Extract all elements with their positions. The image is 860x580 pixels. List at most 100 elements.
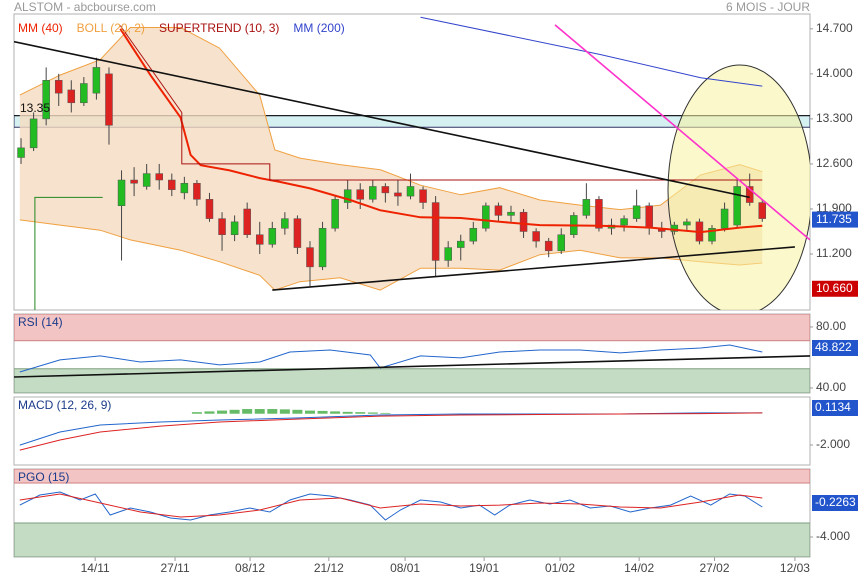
panel-plot: [14, 469, 810, 557]
y-tick-label: 11.200: [816, 246, 852, 260]
candle-body: [544, 240, 553, 252]
candle-body: [582, 199, 591, 216]
candle-body: [381, 186, 390, 194]
candle-body: [67, 89, 76, 104]
indicator-line: [19, 412, 763, 451]
candle-body: [494, 205, 503, 216]
candle-body: [406, 186, 415, 197]
candle-body: [519, 211, 528, 232]
series-line: [420, 16, 763, 87]
candle-body: [745, 186, 754, 203]
value-badge-label: 0.1134: [815, 400, 851, 414]
candle-body: [632, 205, 641, 219]
candle-body: [92, 67, 101, 94]
panel-plot: [19, 409, 763, 451]
overbought-zone: [14, 469, 810, 484]
histogram-bar: [279, 409, 290, 414]
candle-body: [469, 228, 478, 242]
y-tick-label: 13.300: [816, 111, 853, 125]
oversold-zone: [14, 522, 810, 557]
histogram-bar: [242, 409, 253, 414]
y-tick-label: 14.000: [816, 66, 853, 80]
x-tick-label: 08/01: [390, 561, 420, 575]
candle-body: [281, 218, 289, 229]
trendline: [14, 355, 810, 378]
price-badge-label: 11.735: [816, 212, 852, 226]
value-badge: [812, 495, 858, 511]
overbought-zone: [14, 314, 810, 342]
histogram-bar: [317, 410, 328, 414]
candle-body: [54, 80, 63, 94]
candle-body: [80, 83, 88, 104]
candle-body: [117, 179, 126, 207]
panel-title: RSI (14): [18, 315, 63, 329]
oversold-zone: [14, 368, 810, 393]
candle-body: [683, 221, 691, 226]
indicator-line: [19, 493, 763, 518]
candle-body: [557, 234, 565, 252]
indicator-line: [19, 491, 763, 521]
histogram-bar: [204, 411, 215, 414]
legend-entry: MM (200): [293, 21, 344, 35]
y-tick-label: 14.700: [816, 21, 853, 35]
candle-body: [595, 199, 603, 229]
value-badge: [812, 340, 858, 356]
histogram-bar: [304, 410, 315, 414]
candle-body: [708, 228, 716, 242]
candle-body: [243, 208, 251, 235]
candle-body: [130, 179, 138, 184]
histogram-bar: [229, 409, 240, 414]
x-tick-label: 12/03: [780, 561, 810, 575]
trendline: [14, 40, 750, 199]
candle-body: [720, 208, 729, 229]
value-badge-label: -0.2263: [815, 495, 856, 509]
candle-body: [532, 231, 540, 242]
candle-body: [306, 247, 314, 268]
candle-body: [230, 221, 239, 235]
boll-lower: [19, 219, 763, 291]
histogram-bar: [367, 412, 378, 414]
y-tick-label: 40.00: [816, 380, 846, 394]
candle-body: [180, 182, 189, 194]
histogram-bar: [191, 412, 202, 414]
series-line: [119, 25, 763, 181]
candle-body: [369, 186, 377, 200]
header-period: 6 MOIS - JOUR: [726, 0, 810, 14]
legend-entry: SUPERTREND (10, 3): [159, 21, 279, 35]
candle-body: [318, 228, 327, 268]
candle-body: [507, 211, 515, 216]
candle-body: [733, 186, 741, 226]
candle-body: [17, 147, 25, 158]
x-tick-label: 27/11: [160, 561, 189, 575]
candle-body: [670, 224, 679, 232]
legend-entry: BOLL (20, 2): [77, 21, 145, 35]
x-tick-label: 14/11: [81, 561, 110, 575]
candle-body: [193, 182, 201, 200]
histogram-bar: [254, 409, 265, 414]
y-tick-label: -4.000: [816, 529, 850, 543]
histogram-bar: [292, 409, 303, 414]
candle-body: [293, 218, 302, 248]
level-label: 13.35: [20, 101, 50, 115]
x-tick-label: 14/02: [624, 561, 654, 575]
price-badge: [812, 211, 858, 228]
candle-body: [29, 118, 38, 149]
x-tick-label: 19/01: [469, 561, 499, 575]
candle-body: [394, 192, 402, 197]
candle-body: [456, 240, 465, 248]
histogram-bar: [217, 410, 228, 414]
supertrend-up: [34, 196, 103, 310]
x-tick-label: 01/02: [545, 561, 575, 575]
x-tick-label: 08/12: [235, 561, 265, 575]
histogram-bar: [380, 412, 391, 414]
y-tick-label: 12.600: [816, 156, 853, 170]
candle-body: [356, 189, 364, 200]
y-tick-label: 80.00: [816, 319, 846, 333]
value-badge-label: 48.822: [815, 340, 852, 354]
candle-body: [419, 189, 427, 203]
candle-body: [268, 228, 277, 245]
candle-body: [645, 205, 653, 229]
candle-body: [155, 173, 163, 181]
candle-body: [218, 218, 226, 235]
